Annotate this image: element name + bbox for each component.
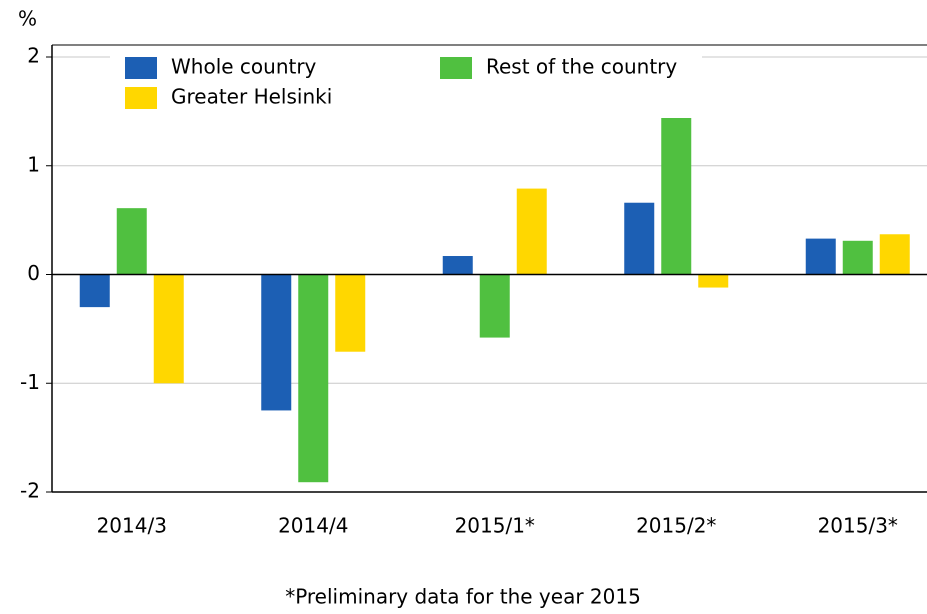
bar [479,274,510,338]
legend-label: Rest of the country [486,55,677,79]
bar [261,274,292,411]
y-tick-label: 1 [27,152,40,176]
bar [116,208,147,275]
legend-swatch [125,87,157,109]
bar [442,256,473,275]
bar [516,188,547,275]
bar [698,274,729,288]
legend-label: Greater Helsinki [171,85,332,109]
y-tick-label: 0 [27,261,40,285]
x-tick-label: 2015/1* [455,514,535,538]
legend-swatch [125,57,157,79]
legend-box [110,52,702,118]
bar [298,274,329,483]
y-tick-label: -2 [20,479,40,503]
x-tick-label: 2014/3 [97,514,167,538]
y-axis-label: % [18,7,37,31]
legend-swatch [440,57,472,79]
x-tick-label: 2015/2* [636,514,716,538]
x-tick-label: 2014/4 [278,514,348,538]
bar [805,238,836,275]
x-tick-label: 2015/3* [818,514,898,538]
legend-label: Whole country [171,55,317,79]
footnote: *Preliminary data for the year 2015 [285,585,641,609]
bar [879,234,910,275]
bar [79,274,110,308]
bar [335,274,366,352]
bar [842,240,873,275]
y-tick-label: 2 [27,44,40,68]
bar [661,114,692,275]
bar [624,202,655,275]
bar [153,274,184,384]
y-tick-label: -1 [20,370,40,394]
